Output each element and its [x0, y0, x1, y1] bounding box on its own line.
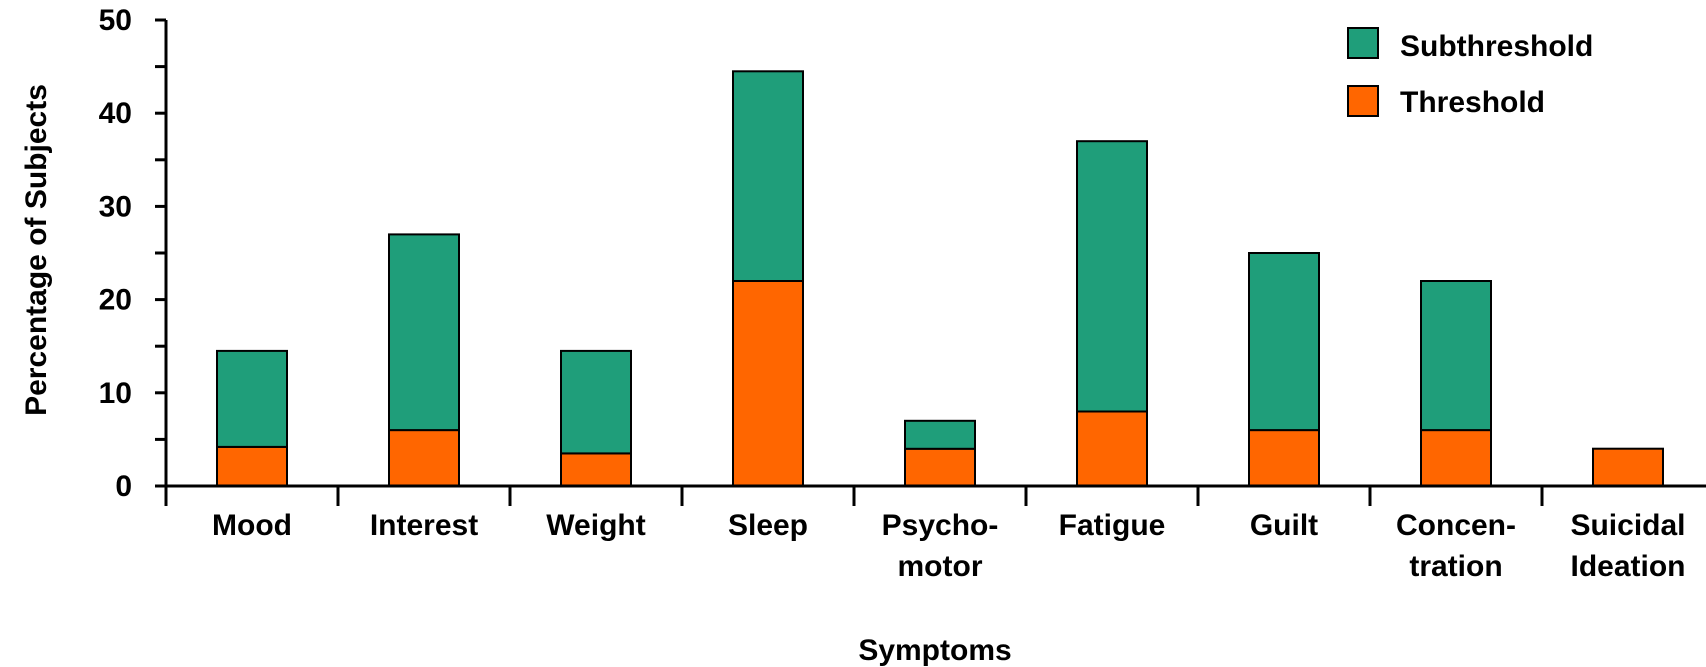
- bar-threshold-sleep: [732, 280, 804, 487]
- y-tick-label-10: 10: [99, 377, 132, 410]
- labels-layer: 0 10 20 30 40 50 Mood Interest Weight Sleep Psycho…: [99, 4, 1686, 583]
- bar-subthreshold-interest: [388, 233, 460, 432]
- y-tick-label-0: 0: [115, 470, 132, 503]
- x-tick-label-fatigue: Fatigue: [1059, 509, 1166, 542]
- x-tick-label-mood: Mood: [212, 509, 292, 542]
- bar-threshold-psycho-motor: [904, 447, 976, 488]
- axes-layer: [155, 18, 1706, 506]
- legend-swatch-subthreshold: [1347, 27, 1379, 59]
- x-tick-label-weight: Weight: [546, 509, 645, 542]
- y-tick-label-20: 20: [99, 284, 132, 317]
- y-axis-title: Percentage of Subjects: [20, 84, 53, 416]
- bar-threshold-mood: [216, 445, 288, 487]
- bar-subthreshold-weight: [560, 349, 632, 455]
- bar-threshold-concen-tration: [1420, 429, 1492, 488]
- bar-threshold-fatigue: [1076, 410, 1148, 487]
- x-axis-title: Symptoms: [858, 634, 1011, 667]
- bar-threshold-guilt: [1248, 429, 1320, 488]
- bars-layer: [216, 70, 1664, 488]
- y-tick-label-40: 40: [99, 97, 132, 130]
- legend-label-threshold: Threshold: [1400, 86, 1545, 119]
- legend: Subthreshold Threshold: [1347, 27, 1593, 119]
- bar-subthreshold-concen-tration: [1420, 280, 1492, 432]
- legend-swatch-threshold: [1347, 85, 1379, 117]
- x-tick-label-suicidalideation: Suicidal Ideation: [1570, 509, 1685, 583]
- bar-threshold-weight: [560, 452, 632, 487]
- bar-threshold-interest: [388, 429, 460, 488]
- bar-subthreshold-mood: [216, 349, 288, 448]
- x-tick-label-psycho-motor: Psycho-motor: [882, 509, 999, 583]
- y-tick-label-30: 30: [99, 190, 132, 223]
- x-tick-label-interest: Interest: [370, 509, 478, 542]
- legend-label-subthreshold: Subthreshold: [1400, 30, 1593, 63]
- y-tick-label-50: 50: [99, 4, 132, 37]
- bar-subthreshold-sleep: [732, 70, 804, 282]
- bar-threshold-suicidalideation: [1592, 447, 1664, 488]
- x-tick-label-guilt: Guilt: [1250, 509, 1318, 542]
- bar-subthreshold-psycho-motor: [904, 419, 976, 450]
- bar-subthreshold-guilt: [1248, 252, 1320, 432]
- x-tick-label-concen-tration: Concen-tration: [1396, 509, 1516, 583]
- bar-subthreshold-fatigue: [1076, 140, 1148, 413]
- x-tick-label-sleep: Sleep: [728, 509, 808, 542]
